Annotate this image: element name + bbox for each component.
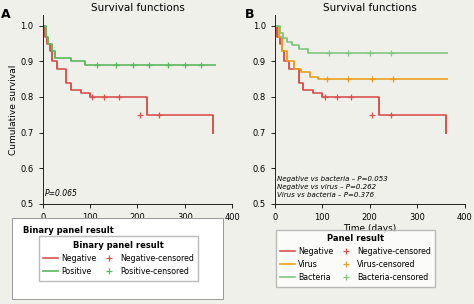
Text: B: B — [245, 8, 254, 21]
X-axis label: Time (days): Time (days) — [111, 224, 164, 233]
Text: Binary panel result: Binary panel result — [23, 226, 113, 235]
Title: Survival functions: Survival functions — [323, 3, 417, 13]
Text: A: A — [1, 8, 10, 21]
FancyBboxPatch shape — [12, 218, 223, 299]
Title: Survival functions: Survival functions — [91, 3, 184, 13]
Y-axis label: Cumulative survival: Cumulative survival — [9, 64, 18, 155]
Text: Negative vs bacteria – P=0.053
Negative vs virus – P=0.262
Virus vs bacteria – P: Negative vs bacteria – P=0.053 Negative … — [277, 176, 388, 198]
X-axis label: Time (days): Time (days) — [343, 224, 396, 233]
Legend: Negative, Virus, Bacteria, Negative-censored, Virus-censored, Bacteria-censored: Negative, Virus, Bacteria, Negative-cens… — [275, 230, 436, 287]
Text: P=0.065: P=0.065 — [45, 189, 78, 198]
Legend: Negative, Positive, Negative-censored, Positive-censored: Negative, Positive, Negative-censored, P… — [38, 236, 199, 281]
